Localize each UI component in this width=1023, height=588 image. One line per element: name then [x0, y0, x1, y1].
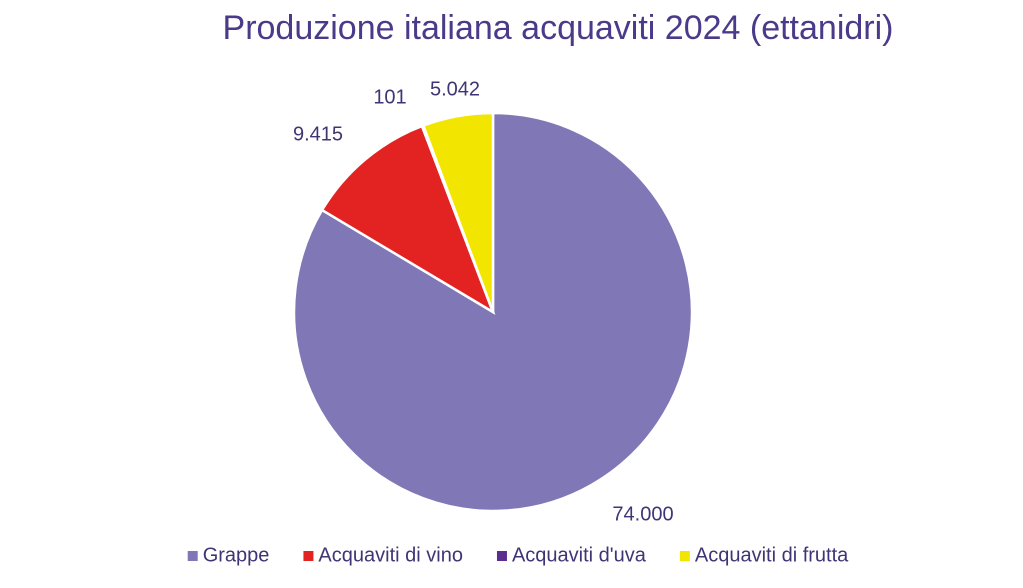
legend-marker	[187, 551, 198, 561]
data-label: 5.042	[430, 78, 480, 100]
legend-marker	[303, 551, 314, 561]
pie-slice	[320, 124, 496, 315]
legend-marker	[496, 551, 507, 561]
chart-title: Produzione italiana acquaviti 2024 (etta…	[223, 9, 894, 47]
legend-label: Acquaviti di vino	[318, 544, 463, 566]
legend-label: Grappe	[203, 544, 270, 566]
legend-marker	[679, 551, 690, 561]
data-label: 101	[373, 86, 406, 108]
legend-label: Acquaviti d'uva	[512, 544, 647, 566]
legend-label: Acquaviti di frutta	[695, 544, 849, 566]
data-label: 9.415	[293, 123, 343, 145]
data-label: 74.000	[612, 503, 673, 525]
pie-slice	[421, 111, 495, 313]
